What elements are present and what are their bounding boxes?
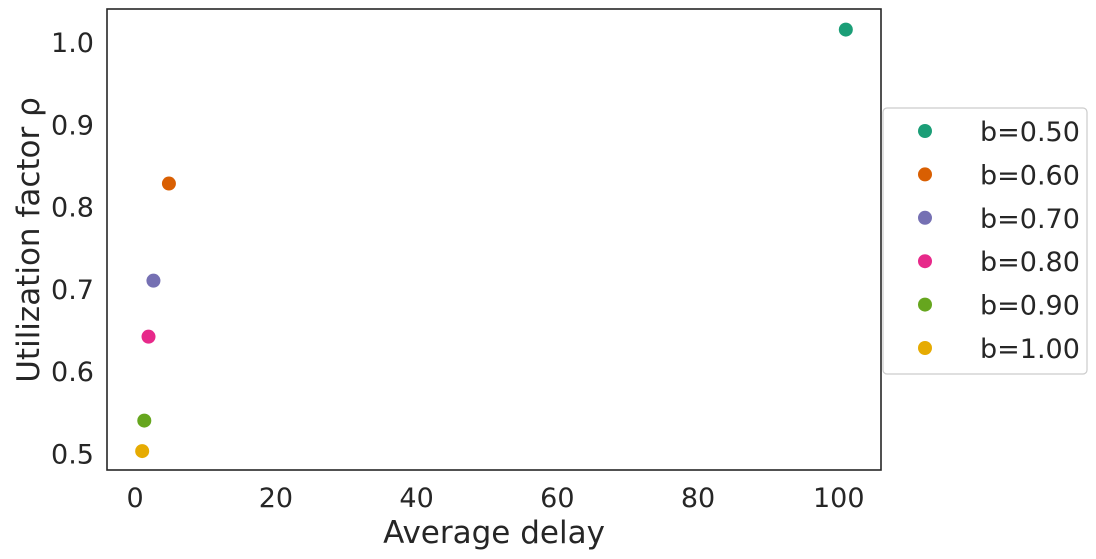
x-axis-ticks: 0 20 40 60 80 100 — [127, 483, 865, 514]
data-points — [135, 22, 853, 459]
y-tick-label: 0.9 — [51, 110, 94, 141]
y-axis-ticks: 0.5 0.6 0.7 0.8 0.9 1.0 — [51, 28, 94, 471]
data-point-b=0.70 — [146, 273, 161, 288]
y-tick-label: 0.6 — [51, 357, 94, 388]
legend-marker — [918, 210, 932, 225]
y-axis-label: Utilization factor ρ — [11, 97, 47, 383]
legend-marker — [918, 297, 932, 312]
legend-label: b=0.90 — [980, 291, 1080, 322]
legend: b=0.50 b=0.60 b=0.70 b=0.80 b=0.90 b=1.00 — [882, 107, 1088, 375]
legend-label: b=0.50 — [980, 117, 1080, 148]
legend-label: b=0.60 — [980, 160, 1080, 191]
legend-marker — [918, 254, 932, 269]
x-tick-label: 60 — [540, 483, 574, 514]
legend-frame — [882, 107, 1088, 375]
legend-marker — [918, 167, 932, 182]
legend-marker — [918, 341, 932, 355]
legend-label: b=1.00 — [980, 334, 1080, 365]
y-tick-label: 0.5 — [51, 440, 94, 471]
legend-marker — [918, 124, 932, 138]
plot-frame — [106, 8, 882, 471]
y-tick-label: 1.0 — [51, 28, 94, 59]
data-point-b=1.00 — [135, 444, 150, 459]
y-tick-label: 0.7 — [51, 275, 94, 306]
data-point-b=0.80 — [141, 329, 156, 344]
data-point-b=0.50 — [838, 22, 853, 37]
legend-label: b=0.70 — [980, 204, 1080, 235]
x-axis-label: Average delay — [383, 515, 605, 551]
data-point-b=0.60 — [161, 176, 176, 191]
data-point-b=0.90 — [137, 413, 152, 428]
y-tick-label: 0.8 — [51, 193, 94, 224]
x-tick-label: 20 — [259, 483, 293, 514]
x-tick-label: 40 — [399, 483, 433, 514]
x-tick-label: 100 — [813, 483, 865, 514]
legend-label: b=0.80 — [980, 247, 1080, 278]
x-tick-label: 80 — [681, 483, 715, 514]
x-tick-label: 0 — [127, 483, 144, 514]
